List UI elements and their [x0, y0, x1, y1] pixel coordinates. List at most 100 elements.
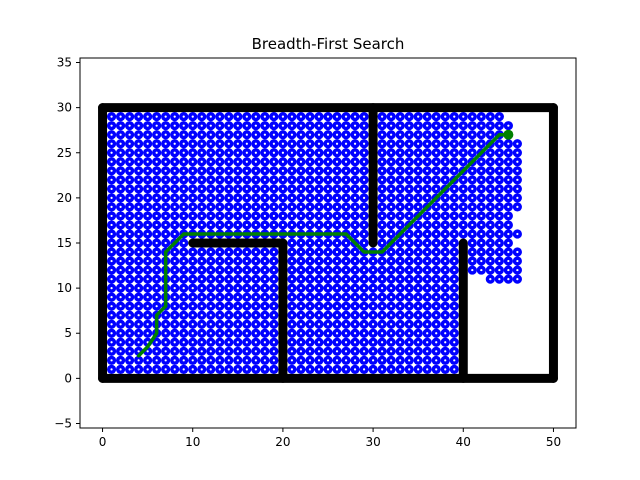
visited-node-marker — [155, 232, 158, 236]
visited-node-marker — [326, 187, 330, 190]
visited-node-marker — [344, 296, 348, 299]
visited-node-marker — [317, 196, 321, 199]
visited-node-marker — [173, 115, 176, 118]
visited-node-marker — [281, 142, 285, 145]
visited-node-marker — [128, 277, 131, 281]
visited-node-marker — [227, 277, 230, 281]
visited-node-marker — [236, 296, 239, 299]
visited-node-marker — [381, 133, 384, 136]
visited-node-marker — [417, 268, 420, 272]
visited-node-marker — [209, 178, 212, 181]
visited-node-marker — [218, 223, 221, 227]
visited-node-marker — [353, 250, 357, 254]
visited-node-marker — [227, 178, 230, 181]
visited-node-marker — [480, 196, 483, 199]
visited-node-marker — [119, 350, 122, 353]
visited-node-marker — [173, 305, 176, 308]
visited-node-marker — [381, 115, 384, 118]
visited-node-marker — [128, 214, 131, 218]
visited-node-marker — [426, 359, 429, 362]
visited-node-marker — [137, 178, 140, 181]
visited-node-marker — [435, 368, 438, 371]
visited-node-marker — [435, 241, 438, 245]
visited-node-marker — [137, 277, 140, 281]
visited-node-marker — [444, 169, 447, 172]
visited-node-marker — [344, 142, 348, 145]
visited-node-marker — [417, 115, 420, 118]
visited-node-marker — [200, 368, 203, 371]
visited-node-marker — [426, 169, 429, 172]
visited-node-marker — [290, 124, 294, 127]
visited-node-marker — [344, 133, 348, 136]
visited-node-marker — [516, 169, 519, 172]
visited-node-marker — [182, 350, 185, 353]
visited-node-marker — [236, 214, 239, 218]
visited-node-marker — [155, 214, 158, 218]
visited-node-marker — [110, 124, 113, 127]
visited-node-marker — [317, 142, 321, 145]
visited-node-marker — [444, 223, 447, 227]
visited-node-marker — [173, 232, 176, 236]
visited-node-marker — [245, 305, 248, 308]
visited-node-marker — [218, 259, 221, 263]
visited-node-marker — [426, 151, 429, 154]
plot-area — [79, 57, 577, 429]
visited-node-marker — [263, 142, 266, 145]
visited-node-marker — [245, 133, 248, 136]
visited-node-marker — [489, 259, 492, 263]
visited-node-marker — [173, 178, 176, 181]
visited-node-marker — [507, 241, 510, 245]
visited-node-marker — [516, 205, 519, 209]
visited-node-marker — [164, 205, 167, 209]
visited-node-marker — [263, 332, 266, 335]
visited-node-marker — [128, 268, 131, 272]
visited-node-marker — [444, 259, 447, 263]
visited-node-marker — [200, 187, 203, 190]
visited-node-marker — [362, 151, 366, 154]
visited-node-marker — [362, 323, 366, 326]
visited-node-marker — [263, 277, 266, 281]
visited-node-marker — [516, 151, 519, 154]
visited-node-marker — [227, 133, 230, 136]
visited-node-marker — [119, 268, 122, 272]
visited-node-marker — [299, 287, 303, 290]
visited-node-marker — [281, 187, 285, 190]
visited-node-marker — [335, 305, 339, 308]
visited-node-marker — [435, 169, 438, 172]
visited-node-marker — [200, 178, 203, 181]
visited-node-marker — [326, 323, 330, 326]
visited-node-marker — [444, 350, 447, 353]
y-tick-label: 5 — [64, 326, 72, 340]
visited-node-marker — [435, 323, 438, 326]
visited-node-marker — [245, 250, 248, 254]
visited-node-marker — [381, 169, 384, 172]
visited-node-marker — [119, 214, 122, 218]
visited-node-marker — [480, 214, 483, 218]
visited-node-marker — [263, 214, 266, 218]
visited-node-marker — [390, 314, 393, 317]
visited-node-marker — [462, 124, 465, 127]
visited-node-marker — [218, 133, 221, 136]
visited-node-marker — [390, 133, 393, 136]
visited-node-marker — [182, 305, 185, 308]
visited-node-marker — [426, 160, 429, 163]
visited-node-marker — [335, 332, 339, 335]
visited-node-marker — [417, 205, 420, 209]
visited-node-marker — [218, 187, 221, 190]
visited-node-marker — [399, 368, 402, 371]
visited-node-marker — [173, 268, 176, 272]
visited-node-marker — [317, 268, 321, 272]
visited-node-marker — [245, 259, 248, 263]
visited-node-marker — [362, 287, 366, 290]
visited-node-marker — [182, 277, 185, 281]
visited-node-marker — [381, 178, 384, 181]
visited-node-marker — [263, 359, 266, 362]
visited-node-marker — [236, 332, 239, 335]
visited-node-marker — [209, 259, 212, 263]
visited-node-marker — [173, 160, 176, 163]
visited-node-marker — [209, 277, 212, 281]
visited-node-marker — [326, 151, 330, 154]
visited-node-marker — [173, 323, 176, 326]
visited-node-marker — [218, 142, 221, 145]
visited-node-marker — [209, 323, 212, 326]
